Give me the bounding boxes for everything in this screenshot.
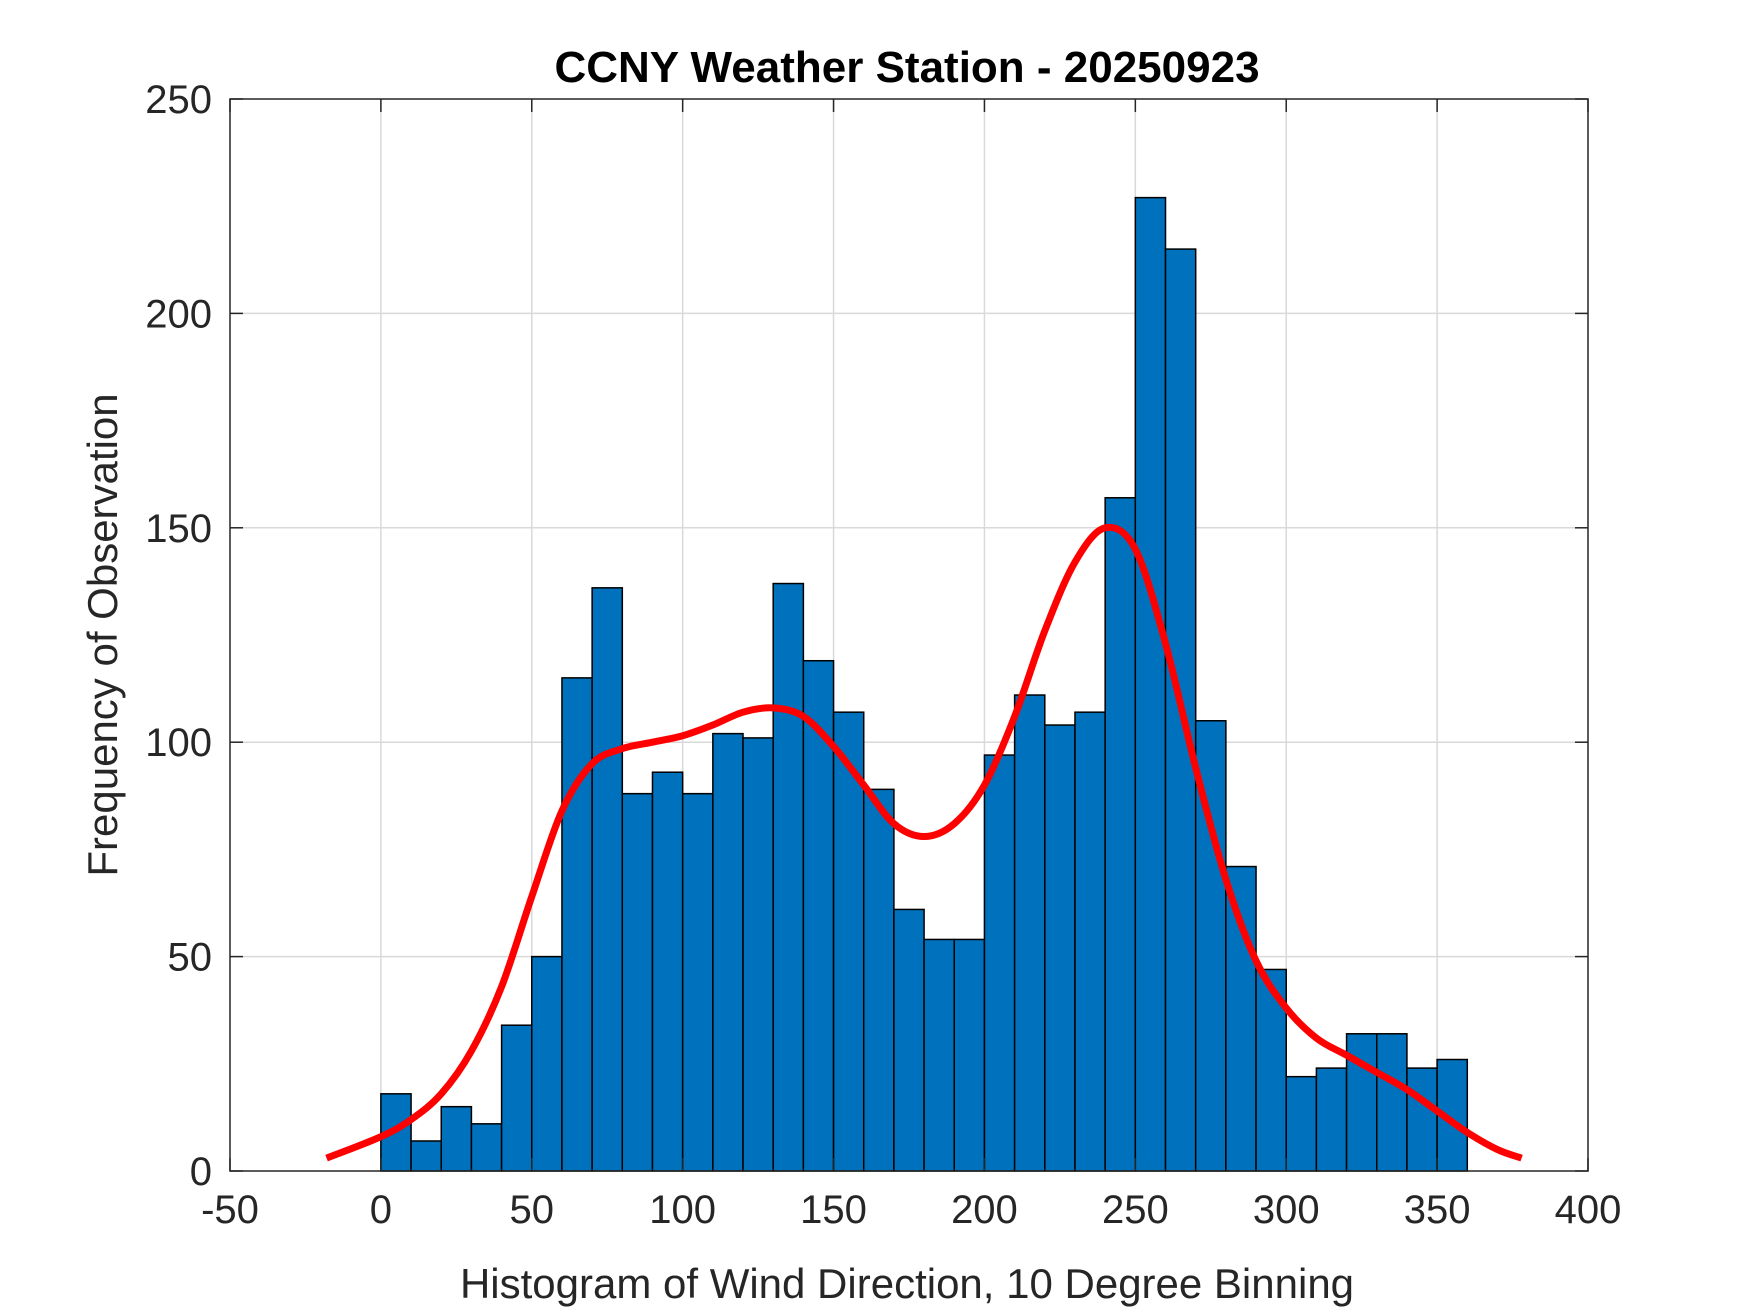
histogram-bar [772,582,805,1172]
x-tick-label: 300 [1253,1188,1320,1232]
x-tick-label: 0 [370,1188,392,1232]
histogram-bar [1376,1033,1408,1172]
y-tick-label: 250 [145,78,212,122]
histogram-bar [470,1123,503,1172]
histogram-bar [1255,968,1287,1172]
histogram-bar [712,732,744,1172]
x-axis-label: Histogram of Wind Direction, 10 Degree B… [460,1260,1354,1307]
histogram-bar [1225,865,1257,1172]
histogram-bar [1134,196,1167,1172]
y-tick-label: 50 [168,936,213,980]
histogram-bar [1406,1067,1438,1172]
histogram-bar [953,938,986,1172]
histogram-bar [923,938,956,1172]
histogram-bar [1315,1067,1348,1172]
histogram-bar [651,771,684,1172]
axes [229,98,1589,1172]
histogram-bar [561,677,593,1172]
grid [230,99,1588,1171]
chart-title: CCNY Weather Station - 20250923 [554,43,1259,92]
tick-labels: -50 0 50 100 150 200 250 300 350 4000501001502002… [145,78,1621,1232]
y-tick-label: 0 [190,1150,212,1194]
x-tick-label: 400 [1555,1188,1622,1232]
histogram-bar [742,737,774,1172]
fit-curve-layer [325,523,1523,1162]
x-tick-label: -50 [201,1188,259,1232]
histogram-bar [531,955,563,1172]
y-tick-label: 200 [145,292,212,336]
histogram-bar [1013,694,1046,1172]
histogram-bar [1285,1075,1318,1172]
y-tick-label: 150 [145,507,212,551]
histogram-bar [1104,497,1137,1172]
histogram-bar [983,754,1016,1172]
x-tick-label: 200 [951,1188,1018,1232]
x-tick-label: 150 [800,1188,867,1232]
y-tick-label: 100 [145,721,212,765]
histogram-bar [500,1024,533,1172]
y-axis-label: Frequency of Observation [79,393,126,876]
histogram-bar [1074,711,1106,1172]
histogram-bar [440,1105,473,1172]
axes-box [229,98,1589,1172]
histogram-bar [681,792,714,1172]
histogram-bar [862,788,895,1172]
x-tick-label: 50 [510,1188,555,1232]
histogram-bar [621,792,654,1172]
histogram-bar [893,908,925,1172]
histogram-bar [410,1140,442,1172]
histogram-bar [1044,724,1076,1172]
histogram-bar [591,587,624,1172]
fit-curve [325,523,1523,1162]
x-tick-label: 350 [1404,1188,1471,1232]
x-tick-label: 250 [1102,1188,1169,1232]
x-tick-label: 100 [649,1188,716,1232]
